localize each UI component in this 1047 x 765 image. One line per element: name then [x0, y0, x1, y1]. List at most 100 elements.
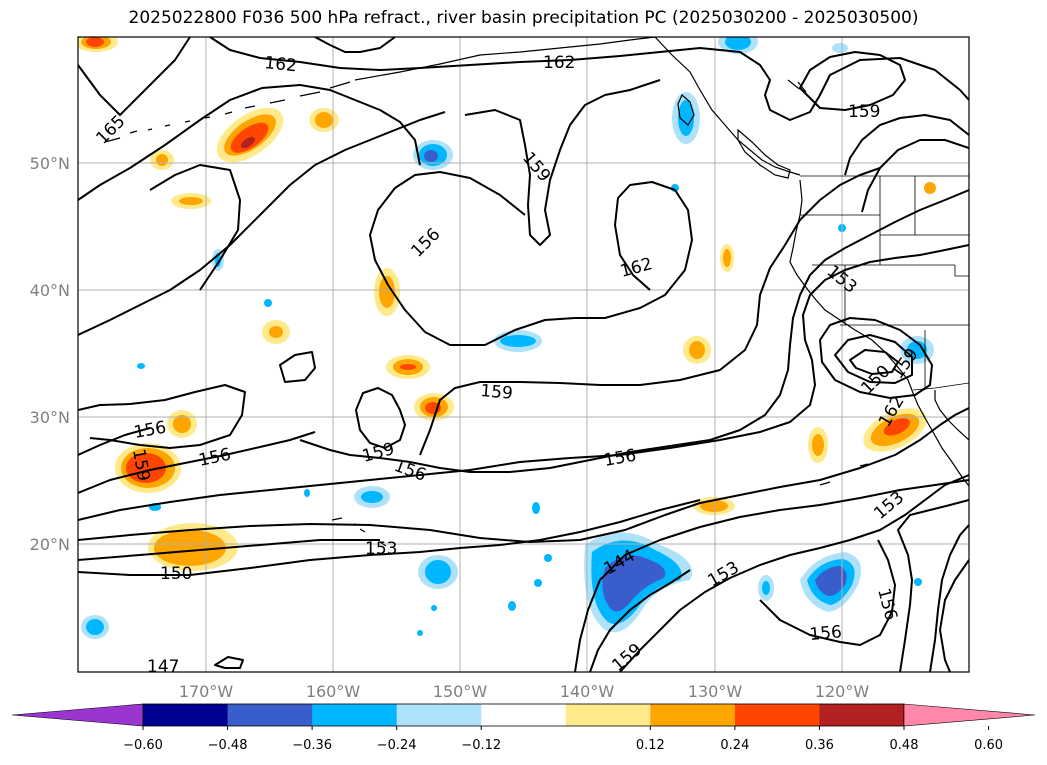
contour-label: 156 — [407, 224, 444, 261]
colorbar-ticks: −0.60 −0.48 −0.36 −0.24 −0.12 0.12 0.24 0.36 0.4… — [123, 726, 1003, 753]
lon-label-160w: 160°W — [306, 682, 361, 701]
baja-california — [912, 392, 969, 487]
contour-label: 165 — [92, 111, 129, 148]
height-contours — [78, 37, 969, 672]
contour-label: 156 — [197, 445, 233, 471]
contour-159-west — [78, 84, 356, 201]
contour-label: 156 — [873, 586, 901, 623]
lon-label-130w: 130°W — [688, 682, 743, 701]
contour-label: 162 — [618, 254, 655, 282]
lon-label-170w: 170°W — [179, 682, 234, 701]
lon-label-150w: 150°W — [433, 682, 488, 701]
lat-label-20n: 20°N — [30, 535, 70, 554]
contour-156-se — [939, 559, 969, 672]
lon-label-140w: 140°W — [560, 682, 615, 701]
contour-153-se — [897, 499, 969, 672]
contour-156-socal — [834, 334, 913, 384]
colorbar-tick-label: −0.24 — [377, 738, 417, 753]
contour-150 — [78, 407, 969, 543]
lat-label-40n: 40°N — [30, 281, 70, 300]
contour-156-mid — [78, 427, 151, 456]
colorbar-tick-label: −0.48 — [208, 738, 248, 753]
coastlines — [104, 37, 969, 547]
contour-162-arctic — [314, 37, 396, 53]
colorbar-cell — [396, 704, 482, 726]
graticule — [78, 37, 969, 672]
contour-162-inner — [149, 164, 241, 291]
haida-gwaii — [677, 94, 695, 126]
contour-156-center — [299, 189, 969, 473]
lon-label-120w: 120°W — [815, 682, 870, 701]
contour-159-pnw — [844, 114, 969, 176]
colorbar-tick-label: 0.36 — [805, 738, 834, 753]
contour-label: 156 — [391, 456, 428, 486]
colorbar-tick-label: 0.48 — [890, 738, 919, 753]
contour-165 — [78, 37, 191, 116]
contour-label: 162 — [543, 53, 575, 73]
gulf-of-california — [934, 390, 969, 441]
contour-label: 162 — [263, 53, 297, 76]
precip-shading — [78, 37, 936, 639]
colorbar-tick-label: 0.60 — [974, 738, 1003, 753]
contour-147 — [78, 499, 701, 576]
contour-label: 159 — [848, 102, 880, 122]
map-title: 2025022800 F036 500 hPa refract., river … — [128, 8, 919, 28]
contour-150-lower — [78, 539, 380, 561]
contour-label: 156 — [602, 446, 637, 471]
contour-159-gyre — [464, 79, 661, 246]
contour-156-west — [78, 111, 446, 336]
bc-coast — [654, 37, 801, 176]
latitude-labels: 50°N 40°N 30°N 20°N — [30, 154, 70, 554]
us-mexico-border — [912, 382, 969, 391]
contour-156-trough — [369, 171, 693, 346]
contour-label: 156 — [809, 622, 843, 645]
contour-159-socal — [819, 317, 933, 399]
map-frame — [77, 36, 970, 673]
colorbar-cell — [650, 704, 736, 726]
contour-label: 159 — [608, 640, 646, 676]
contour-label: 150 — [160, 564, 192, 584]
contour-150-se — [929, 524, 969, 672]
contour-label: 156 — [132, 418, 167, 443]
lat-label-50n: 50°N — [30, 154, 70, 173]
colorbar: −0.60 −0.48 −0.36 −0.24 −0.12 0.12 0.24 0.36 0.4… — [11, 703, 1036, 753]
borders — [800, 175, 969, 391]
colorbar-tick-label: −0.60 — [123, 738, 163, 753]
contour-156-south — [589, 569, 691, 672]
longitude-labels: 170°W 160°W 150°W 140°W 130°W 120°W — [179, 682, 870, 701]
colorbar-extend-high — [903, 703, 1036, 727]
contour-159-south — [619, 474, 969, 672]
contour-label: 153 — [870, 488, 908, 524]
contour-159-center — [419, 167, 881, 456]
colorbar-tick-label: 0.24 — [720, 738, 749, 753]
colorbar-tick-label: −0.12 — [461, 738, 501, 753]
vancouver-island — [737, 128, 791, 179]
contour-153-socal — [849, 349, 899, 375]
colorbar-cell — [143, 704, 229, 726]
colorbar-tick-label: −0.36 — [292, 738, 332, 753]
contour-label: 147 — [147, 657, 179, 677]
contour-159-closed-ne — [799, 51, 906, 111]
contour-label: 153 — [705, 558, 743, 592]
contour-label: 159 — [360, 439, 397, 467]
colorbar-cell — [481, 704, 567, 726]
contour-label: 159 — [480, 381, 514, 404]
contour-153-south — [574, 479, 969, 672]
colorbar-cell — [312, 704, 398, 726]
contour-162-south — [759, 539, 896, 646]
contour-159-loop — [354, 99, 421, 166]
state-borders — [800, 176, 969, 390]
lat-label-30n: 30°N — [30, 408, 70, 427]
aleutian-islands — [104, 81, 351, 143]
island-dot — [819, 463, 869, 486]
contour-156-closed-small — [279, 351, 316, 383]
contour-162-north — [209, 37, 969, 121]
contour-144 — [214, 656, 244, 669]
contour-156-closed-island — [355, 387, 406, 449]
contour-labels: 162 162 165 159 159 156 162 153 159 156 … — [92, 53, 922, 677]
colorbar-cells — [142, 703, 905, 727]
contour-153 — [78, 244, 969, 521]
contour-label: 153 — [365, 539, 397, 559]
contour-159-mid — [78, 384, 246, 449]
